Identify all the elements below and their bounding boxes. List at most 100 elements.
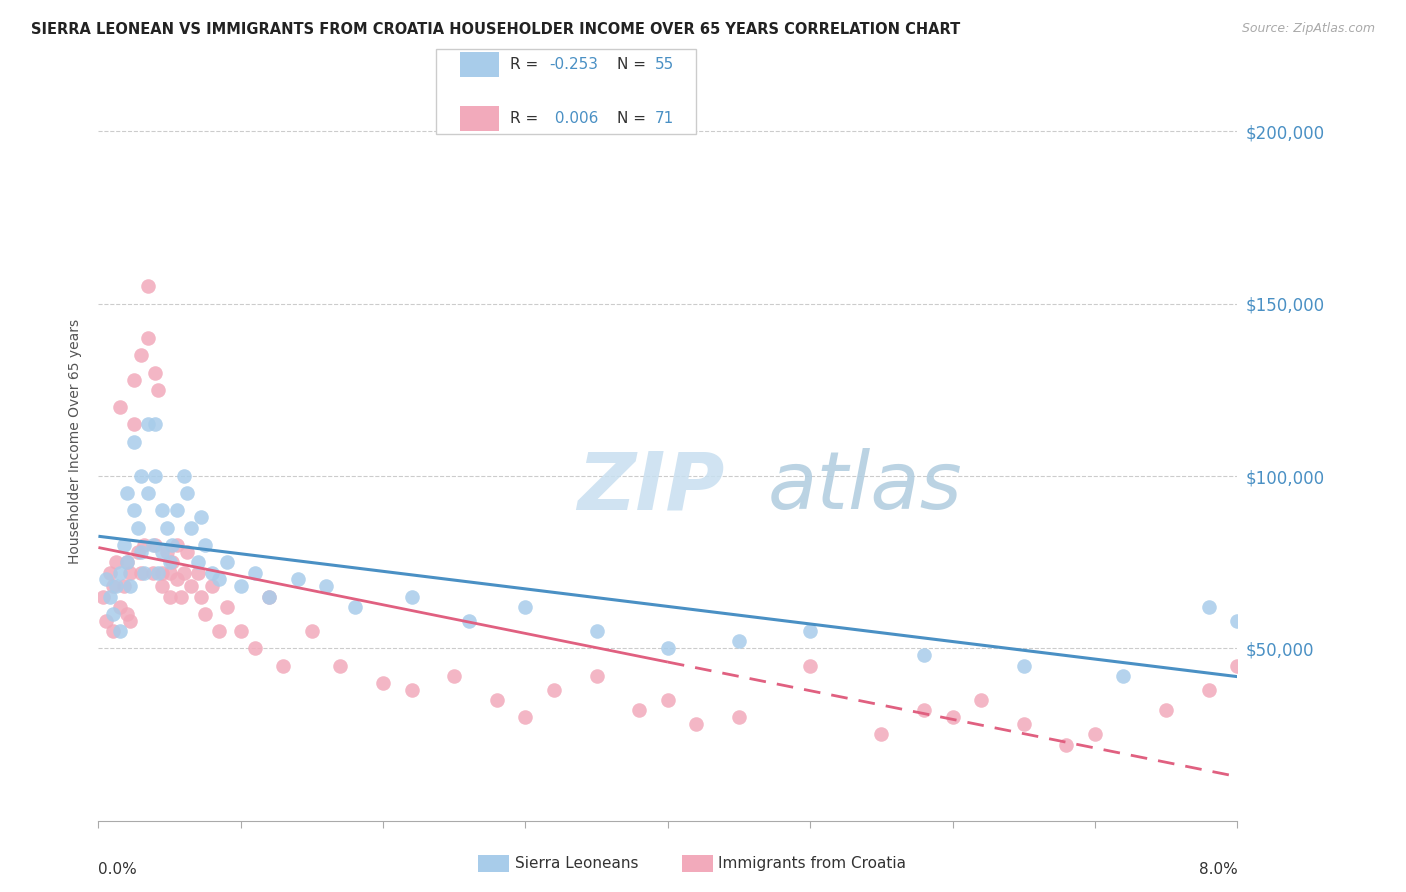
Text: atlas: atlas — [768, 448, 963, 526]
Point — [170, 590, 193, 604]
Point — [215, 555, 238, 569]
Point — [145, 469, 167, 483]
Point — [115, 607, 138, 621]
Point — [1198, 682, 1220, 697]
Point — [515, 710, 537, 724]
Point — [486, 693, 509, 707]
Text: SIERRA LEONEAN VS IMMIGRANTS FROM CROATIA HOUSEHOLDER INCOME OVER 65 YEARS CORRE: SIERRA LEONEAN VS IMMIGRANTS FROM CROATI… — [31, 22, 960, 37]
Point — [145, 366, 167, 380]
Point — [229, 579, 252, 593]
Text: ZIP: ZIP — [576, 448, 724, 526]
Text: 71: 71 — [655, 112, 675, 126]
Point — [101, 579, 124, 593]
Point — [1154, 703, 1177, 717]
Point — [1112, 669, 1135, 683]
Point — [190, 510, 212, 524]
Point — [152, 545, 174, 559]
Point — [162, 555, 184, 569]
Point — [201, 579, 224, 593]
Point — [315, 579, 337, 593]
Point — [208, 624, 231, 639]
Point — [108, 566, 131, 580]
Point — [132, 566, 155, 580]
Point — [912, 648, 935, 663]
Point — [98, 566, 121, 580]
Point — [108, 624, 131, 639]
Point — [194, 607, 217, 621]
Point — [136, 417, 159, 432]
Point — [1012, 717, 1035, 731]
Point — [91, 590, 114, 604]
Point — [136, 486, 159, 500]
Point — [970, 693, 993, 707]
Point — [118, 566, 141, 580]
Point — [136, 279, 159, 293]
Point — [166, 503, 188, 517]
Point — [112, 579, 135, 593]
Point — [585, 669, 607, 683]
Point — [208, 573, 231, 587]
Text: 55: 55 — [655, 57, 675, 71]
Text: 0.006: 0.006 — [550, 112, 598, 126]
Point — [94, 573, 117, 587]
Point — [159, 566, 181, 580]
Point — [152, 579, 174, 593]
Point — [401, 590, 423, 604]
Point — [176, 486, 198, 500]
Point — [443, 669, 465, 683]
Point — [173, 469, 195, 483]
Point — [401, 682, 423, 697]
Point — [115, 555, 138, 569]
Point — [543, 682, 565, 697]
Point — [187, 566, 209, 580]
Text: Immigrants from Croatia: Immigrants from Croatia — [718, 856, 907, 871]
Point — [457, 614, 479, 628]
Point — [108, 400, 131, 414]
Point — [515, 599, 537, 614]
Point — [118, 614, 141, 628]
Point — [180, 579, 202, 593]
Point — [628, 703, 651, 717]
Point — [187, 555, 209, 569]
Text: N =: N = — [617, 57, 651, 71]
Text: -0.253: -0.253 — [550, 57, 599, 71]
Point — [173, 566, 195, 580]
Point — [1226, 614, 1249, 628]
Text: 8.0%: 8.0% — [1198, 863, 1237, 878]
Point — [101, 624, 124, 639]
Text: Sierra Leoneans: Sierra Leoneans — [515, 856, 638, 871]
Point — [104, 555, 127, 569]
Point — [259, 590, 281, 604]
Point — [1084, 727, 1107, 741]
Point — [159, 555, 181, 569]
Point — [145, 538, 167, 552]
Point — [129, 566, 152, 580]
Point — [657, 693, 679, 707]
Point — [108, 599, 131, 614]
Point — [118, 579, 141, 593]
Point — [273, 658, 295, 673]
Point — [343, 599, 366, 614]
Point — [229, 624, 252, 639]
Point — [156, 545, 179, 559]
Point — [1012, 658, 1035, 673]
Point — [141, 538, 163, 552]
Point — [329, 658, 352, 673]
Point — [1226, 658, 1249, 673]
Point — [159, 590, 181, 604]
Point — [657, 641, 679, 656]
Point — [287, 573, 309, 587]
Point — [156, 521, 179, 535]
Text: Source: ZipAtlas.com: Source: ZipAtlas.com — [1241, 22, 1375, 36]
Point — [152, 566, 174, 580]
Text: R =: R = — [510, 112, 544, 126]
Point — [122, 372, 145, 386]
Point — [129, 545, 152, 559]
Point — [201, 566, 224, 580]
Point — [166, 538, 188, 552]
Point — [145, 417, 167, 432]
Point — [1198, 599, 1220, 614]
Point — [152, 503, 174, 517]
Text: N =: N = — [617, 112, 651, 126]
Text: 0.0%: 0.0% — [98, 863, 138, 878]
